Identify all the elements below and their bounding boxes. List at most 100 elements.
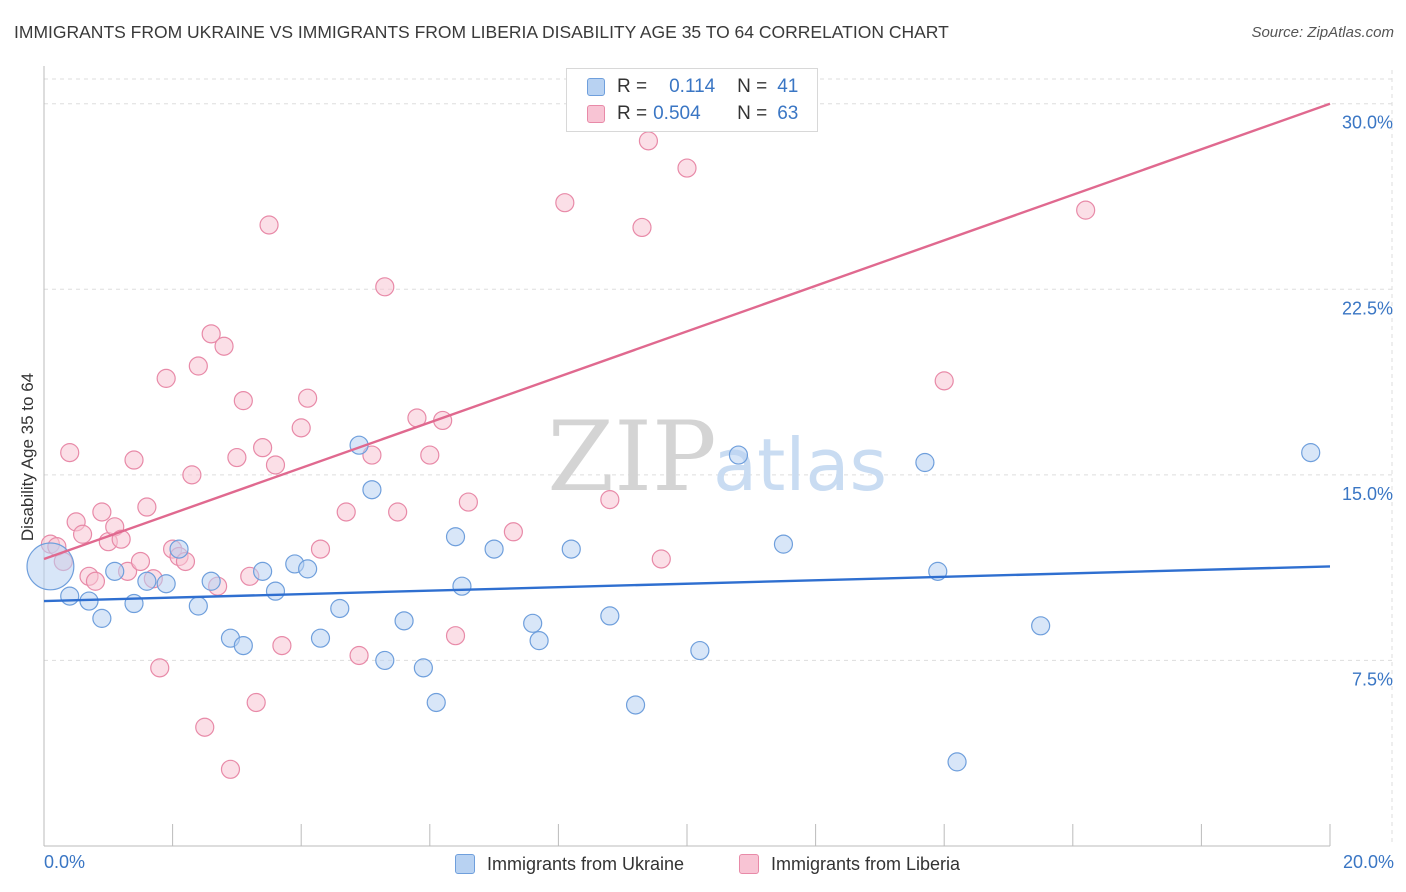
ukraine-point [201,571,221,591]
legend-row-liberia: R = 0.504 N = 63 [587,102,798,126]
legend-row-ukraine: R = 0.114 N = 41 [587,75,798,99]
liberia-point [445,626,466,646]
trend-lines [43,102,1331,603]
y-tick-labels: 7.5% 15.0% 22.5% 30.0% [1342,113,1393,690]
liberia-point [651,549,671,569]
liberia-point [632,217,652,238]
liberia-point [310,539,331,559]
liberia-point [253,438,273,458]
liberia-point [265,455,286,475]
liberia-point [336,502,356,522]
liberia-point [233,391,253,411]
liberia-point [188,356,208,376]
liberia-point [259,215,279,235]
ukraine-point [773,534,794,554]
liberia-point [195,717,215,737]
liberia-point [388,502,408,522]
r-label: R = [617,103,648,124]
ukraine-point [60,586,80,606]
liberia-point [677,158,697,178]
ukraine-swatch [455,854,475,874]
liberia-r-value: 0.504 [653,103,701,124]
chart-title: IMMIGRANTS FROM UKRAINE VS IMMIGRANTS FR… [14,22,949,42]
ukraine-point [561,539,581,559]
y-tick-label: 15.0% [1342,484,1393,504]
liberia-point [60,443,80,463]
liberia-point [503,522,523,542]
liberia-point [137,497,157,517]
liberia-point [92,502,112,522]
ukraine-point [523,613,543,633]
liberia-points [40,131,1096,779]
liberia-swatch [587,105,605,123]
ukraine-point [105,561,125,581]
ukraine-point [1031,616,1051,636]
ukraine-point [625,695,646,715]
liberia-point [111,529,131,549]
ukraine-point [947,752,967,772]
liberia-point [227,447,247,468]
liberia-point [362,445,382,465]
axes [43,66,1331,847]
ukraine-point [233,635,253,656]
liberia-point [1076,200,1096,220]
liberia-point [375,277,395,297]
ukraine-point [362,480,382,500]
liberia-point [220,759,241,779]
liberia-point [298,388,318,408]
ukraine-point [452,576,472,596]
liberia-point [85,571,106,591]
liberia-point [555,193,575,213]
ukraine-point [728,445,749,465]
liberia-point [124,450,144,470]
liberia-point [420,445,440,465]
y-axis-title: Disability Age 35 to 64 [18,372,37,542]
ukraine-point [124,593,144,614]
liberia-point [72,524,93,544]
ukraine-point [26,542,75,591]
ukraine-point [253,561,273,581]
ukraine-trend-line [43,565,1331,603]
ukraine-r-value: 0.114 [669,76,716,97]
liberia-trend-line [43,102,1331,561]
ukraine-point [445,527,466,547]
ukraine-point [690,640,710,661]
watermark-zip: ZIP [547,401,716,513]
ukraine-n-value: 41 [777,76,799,97]
n-label: N = [737,76,768,97]
liberia-point [458,492,478,512]
source-label: Source: ZipAtlas.com [1251,24,1394,41]
ukraine-point [394,611,414,631]
ukraine-point [156,574,176,594]
y-tick-label: 30.0% [1342,113,1393,133]
liberia-point [156,368,176,388]
liberia-point [130,551,151,572]
ukraine-point [915,452,935,473]
ukraine-point [529,631,549,651]
legend-item-liberia: Immigrants from Liberia [739,852,960,876]
liberia-point [638,131,659,151]
y-tick-label: 22.5% [1342,298,1393,318]
watermark: ZIP atlas [547,401,887,513]
x-tick-min: 0.0% [44,852,86,872]
liberia-point [272,635,292,656]
r-label: R = [617,76,648,97]
ukraine-point [1301,443,1321,463]
ukraine-point [484,539,504,559]
y-tick-label: 7.5% [1352,669,1393,689]
ukraine-point [330,598,350,619]
ukraine-point [298,559,318,579]
ukraine-swatch [587,78,605,96]
liberia-point [600,490,620,510]
ukraine-point [375,650,395,671]
liberia-point [246,692,266,713]
ukraine-point [413,658,433,678]
liberia-n-value: 63 [777,103,799,124]
liberia-swatch [739,854,759,874]
x-tick-max: 20.0% [1342,852,1394,872]
liberia-point [291,418,311,438]
ukraine-point [265,581,286,601]
ukraine-point [92,608,112,628]
legend-item-ukraine: Immigrants from Ukraine [455,852,684,876]
